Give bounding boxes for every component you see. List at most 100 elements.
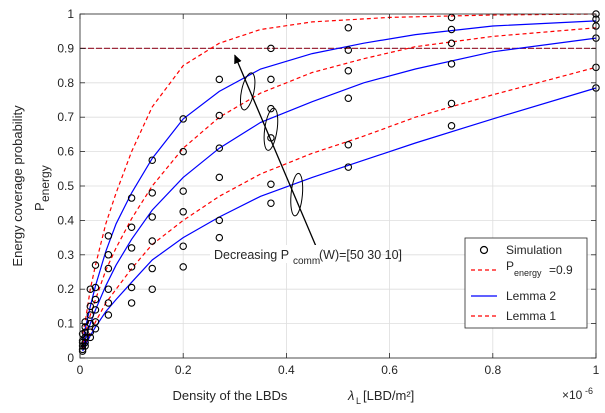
simulation-point — [148, 264, 156, 273]
simulation-point — [127, 223, 136, 232]
simulation-point — [81, 333, 89, 342]
x-tick-label: 0 — [77, 363, 84, 377]
annotation-sub: comm — [293, 256, 320, 267]
simulation-point — [215, 75, 224, 84]
y-axis-label-symbol-sub: energy — [38, 165, 52, 202]
simulation-point — [127, 244, 136, 252]
simulation-point — [267, 180, 275, 189]
y-tick-label: 0.8 — [57, 76, 74, 90]
simulation-point — [215, 173, 224, 182]
simulation-point — [86, 311, 95, 319]
x-tick-label: 0.2 — [175, 363, 192, 377]
legend-threshold-label-tail: =0.9 — [549, 263, 573, 277]
simulation-point — [447, 13, 456, 22]
simulation-point — [447, 99, 456, 108]
simulation-point — [179, 242, 187, 250]
simulation-point — [447, 60, 456, 68]
simulation-point — [344, 24, 353, 32]
y-tick-label: 0.6 — [57, 145, 74, 159]
y-tick-label: 0.9 — [57, 41, 74, 55]
simulation-point — [81, 338, 89, 347]
simulation-point — [447, 122, 456, 130]
y-tick-label: 1 — [67, 7, 74, 21]
axis-ticks: 0 0.2 0.4 0.6 0.8 1 0 0.1 0.2 0.3 0.4 0.5 0.6 0.7 0.8 0… — [57, 7, 599, 377]
x-tick-label: 1 — [593, 363, 600, 377]
decreasing-arrow — [234, 54, 324, 262]
annotation — [234, 54, 324, 262]
simulation-point — [104, 232, 113, 240]
simulation-point — [179, 187, 187, 195]
x-axis-symbol-sub: L — [356, 396, 361, 406]
x-axis-label: Density of the LBDs — [173, 388, 288, 403]
lemma2-curve-1 — [82, 20, 597, 343]
group-ellipse — [263, 107, 279, 151]
legend-threshold-label-sub: energy — [514, 268, 542, 278]
y-tick-label: 0.2 — [57, 282, 74, 296]
annotation-text: Decreasing P comm (W)=[50 30 10] — [210, 245, 402, 267]
simulation-point — [344, 46, 353, 54]
legend: Simulation P energy =0.9 Lemma 2 Lemma 1 — [464, 237, 588, 329]
simulation-point — [104, 251, 113, 259]
simulation-point — [81, 318, 89, 326]
legend-lemma2-label: Lemma 2 — [506, 289, 556, 303]
simulation-point — [127, 283, 136, 292]
simulation-point — [179, 115, 187, 123]
x-tick-label: 0.6 — [381, 363, 398, 377]
y-tick-label: 0.4 — [57, 213, 74, 227]
simulation-point — [179, 263, 187, 271]
annotation-suffix: (W)=[50 30 10] — [319, 248, 402, 262]
simulation-point — [127, 299, 136, 307]
simulation-point — [86, 319, 95, 328]
simulation-point — [127, 263, 136, 271]
simulation-point — [81, 328, 89, 336]
simulation-point — [81, 323, 89, 331]
simulation-point — [148, 189, 156, 197]
x-axis-multiplier: ×10 — [562, 388, 583, 402]
simulation-point — [148, 156, 156, 164]
simulation-point — [86, 328, 95, 336]
x-tick-label: 0.4 — [278, 363, 295, 377]
simulation-point — [148, 285, 156, 293]
y-axis-label-symbol: P — [32, 202, 47, 211]
simulation-point — [344, 163, 353, 171]
simulation-point — [344, 94, 353, 103]
legend-lemma1-label: Lemma 1 — [506, 309, 556, 323]
y-axis-label: Energy coverage probability — [10, 105, 25, 267]
simulation-point — [86, 285, 95, 293]
y-tick-label: 0.7 — [57, 110, 74, 124]
simulation-point — [267, 75, 275, 84]
x-axis-unit: [LBD/m²] — [363, 388, 414, 403]
simulation-point — [91, 295, 100, 304]
simulation-point — [86, 302, 95, 311]
y-tick-label: 0 — [67, 351, 74, 365]
simulation-point — [447, 25, 456, 34]
simulation-point — [447, 39, 456, 47]
simulation-point — [148, 237, 156, 245]
simulation-point — [127, 194, 136, 202]
simulation-point — [215, 111, 224, 120]
lemma1-curve-0 — [82, 13, 597, 335]
legend-simulation-marker — [479, 245, 489, 255]
simulation-point — [91, 261, 100, 269]
simulation-point — [215, 216, 224, 225]
simulation-point — [91, 283, 100, 292]
legend-simulation-label: Simulation — [506, 243, 562, 257]
simulation-point — [104, 299, 113, 307]
simulation-point — [91, 325, 100, 333]
y-tick-label: 0.1 — [57, 317, 74, 331]
simulation-point — [148, 213, 156, 221]
legend-threshold-label-main: P — [506, 259, 514, 273]
simulation-point — [267, 44, 275, 53]
simulation-point — [81, 342, 89, 350]
x-axis-symbol: λ — [347, 388, 354, 403]
x-tick-label: 0.8 — [484, 363, 501, 377]
simulation-point — [215, 233, 224, 242]
simulation-point — [104, 311, 113, 319]
simulation-point — [86, 333, 95, 342]
simulation-point — [104, 264, 113, 273]
simulation-point — [344, 67, 353, 75]
simulation-point — [104, 285, 113, 293]
x-axis-multiplier-exp: -6 — [585, 386, 593, 396]
annotation-prefix: Decreasing P — [214, 248, 289, 262]
